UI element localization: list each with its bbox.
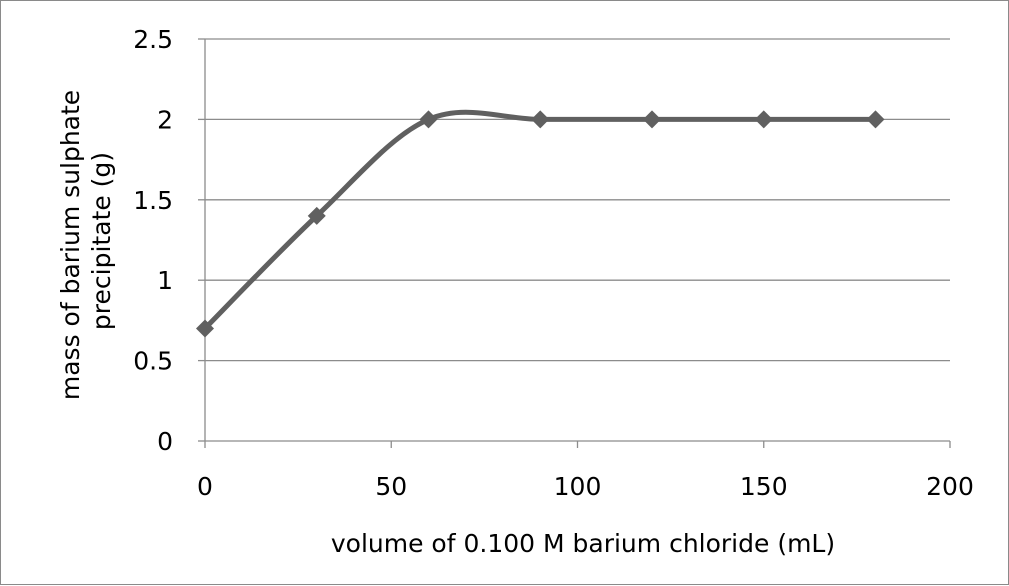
series xyxy=(202,109,878,331)
data-point-marker xyxy=(307,206,326,225)
y-tick-label: 2 xyxy=(157,105,173,134)
y-axis-title-line-2: precipitate (g) xyxy=(87,152,116,330)
data-point-marker xyxy=(754,110,773,129)
data-point-marker xyxy=(196,319,214,338)
x-axis-title: volume of 0.100 M barium chloride (mL) xyxy=(331,529,835,558)
x-tick-label: 50 xyxy=(375,472,407,501)
y-tick-label: 2.5 xyxy=(133,25,173,54)
x-tick-label: 150 xyxy=(740,472,788,501)
y-tick-label: 0 xyxy=(157,427,173,456)
gridlines xyxy=(205,38,950,362)
x-tick-label: 100 xyxy=(554,472,602,501)
data-point-marker xyxy=(419,110,438,129)
axis-titles: volume of 0.100 M barium chloride (mL) m… xyxy=(56,82,835,558)
data-point-marker xyxy=(531,110,550,129)
data-point-marker xyxy=(643,110,661,129)
y-axis-title: mass of barium sulphate precipitate (g) xyxy=(56,82,116,400)
x-tick-label: 200 xyxy=(926,472,974,501)
data-markers xyxy=(196,110,885,338)
x-tick-label: 0 xyxy=(197,472,213,501)
axes xyxy=(198,38,951,448)
tick-labels: 0 0.5 1 1.5 2 2.5 0 50 100 150 200 xyxy=(133,25,974,501)
series-line xyxy=(202,109,878,331)
y-tick-label: 1.5 xyxy=(133,186,173,215)
y-axis-title-line-1: mass of barium sulphate xyxy=(56,90,85,400)
data-point-marker xyxy=(866,110,885,129)
y-tick-label: 0.5 xyxy=(133,347,173,376)
y-tick-label: 1 xyxy=(157,266,173,295)
